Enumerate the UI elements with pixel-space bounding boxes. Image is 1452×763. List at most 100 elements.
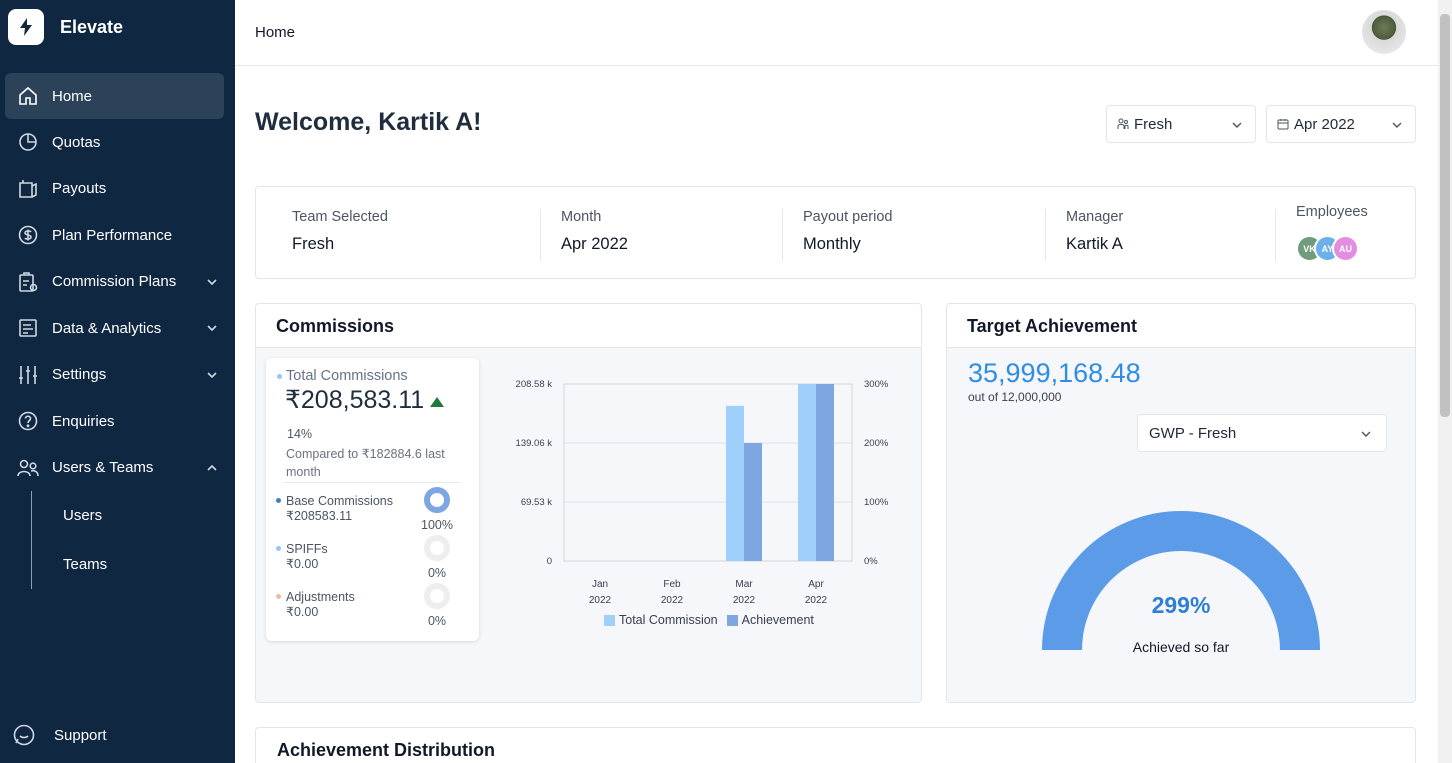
- month-select[interactable]: Apr 2022: [1266, 105, 1416, 143]
- info-label: Team Selected: [292, 209, 388, 225]
- y-left-tick-label: 69.53 k: [521, 497, 552, 508]
- gwp-select[interactable]: GWP - Fresh: [1137, 414, 1387, 452]
- sidebar-subitem-users[interactable]: Users: [63, 507, 103, 524]
- team-icon: [1117, 118, 1129, 129]
- info-label: Employees: [1296, 204, 1368, 220]
- gauge-label: Achieved so far: [1132, 639, 1230, 655]
- info-value: Kartik A: [1066, 235, 1123, 253]
- chevron-down-icon: [207, 279, 217, 285]
- calendar-icon: [1277, 119, 1289, 130]
- chevron-down-icon: [207, 325, 217, 332]
- chevron-down-icon: [207, 372, 217, 378]
- info-label: Manager: [1066, 209, 1124, 225]
- y-right-tick-label: 300%: [864, 379, 889, 390]
- bar-total-commission: [798, 384, 816, 561]
- sidebar-item-label: Users & Teams: [52, 459, 154, 477]
- clipboard-icon: [17, 271, 39, 293]
- info-label: Payout period: [803, 209, 893, 225]
- sidebar-subitem-teams[interactable]: Teams: [63, 556, 108, 573]
- page-title: Welcome, Kartik A!: [255, 108, 482, 136]
- legend-dot: [277, 374, 282, 379]
- support-label: Support: [54, 726, 107, 744]
- legend-dot: [276, 546, 281, 551]
- month-select-value: Apr 2022: [1294, 115, 1355, 133]
- breadcrumb[interactable]: Home: [255, 24, 296, 41]
- sidebar-item-label: Quotas: [52, 133, 101, 151]
- y-left-tick-label: 208.58 k: [516, 379, 553, 390]
- scrollbar[interactable]: [1438, 0, 1452, 763]
- pie-chart-icon: [17, 131, 39, 153]
- breakdown-percent: 100%: [421, 518, 453, 532]
- gauge-percent: 299%: [1151, 592, 1211, 618]
- chevron-up-icon: [207, 464, 217, 471]
- sidebar-item-settings[interactable]: Settings: [5, 352, 224, 399]
- x-tick-label: Mar: [735, 579, 753, 590]
- sidebar-item-users-teams[interactable]: Users & Teams: [5, 445, 224, 492]
- bar-achievement: [744, 443, 762, 561]
- breakdown-amount: ₹208583.11: [286, 509, 353, 523]
- avatar[interactable]: [1362, 10, 1406, 54]
- sidebar-item-plan-performance[interactable]: Plan Performance: [5, 212, 224, 259]
- y-right-tick-label: 0%: [864, 556, 878, 567]
- target-achievement-panel: Target Achievement 35,999,168.48 out of …: [946, 303, 1416, 703]
- x-tick-label: 2022: [805, 595, 828, 606]
- commission-chart: 0 0% 69.53 k 100% 139.06 k 200% 208.58 k 300% Ja…: [516, 379, 889, 606]
- x-tick-label: Jan: [592, 579, 608, 590]
- breakdown-percent: 0%: [427, 566, 447, 580]
- team-select-value: Fresh: [1134, 115, 1173, 133]
- team-info-card: Team Selected Fresh Month Apr 2022 Payou…: [255, 186, 1416, 279]
- sidebar-item-quotas[interactable]: Quotas: [5, 119, 224, 166]
- employee-avatar[interactable]: AU: [1332, 235, 1359, 262]
- sidebar-nav: Home Quotas Payouts Plan Performance Com…: [0, 73, 235, 589]
- wallet-icon: [17, 178, 39, 200]
- total-commissions-card: Total Commissions ₹208,583.11 14% Compar…: [266, 358, 479, 641]
- sidebar-item-label: Enquiries: [52, 412, 115, 430]
- total-commissions-amount: ₹208,583.11: [285, 386, 425, 414]
- percent-ring: [424, 487, 450, 513]
- percent-ring: [424, 535, 450, 561]
- dollar-circle-icon: [17, 224, 39, 246]
- achievement-gauge: [1042, 511, 1320, 650]
- achievement-target: out of 12,000,000: [968, 390, 1062, 404]
- scrollbar-thumb[interactable]: [1440, 14, 1450, 417]
- divider: [540, 209, 541, 261]
- sidebar-item-label: Commission Plans: [52, 273, 177, 291]
- sidebar-item-payouts[interactable]: Payouts: [5, 166, 224, 213]
- sidebar-item-label: Plan Performance: [52, 226, 173, 244]
- home-icon: [17, 85, 39, 107]
- bolt-icon: [8, 9, 44, 45]
- change-percent: 14%: [287, 427, 313, 441]
- employee-avatars[interactable]: VK AY AU: [1296, 235, 1359, 262]
- chevron-down-icon: [1232, 122, 1242, 128]
- support-link[interactable]: Support: [12, 723, 107, 747]
- team-select[interactable]: Fresh: [1106, 105, 1256, 143]
- breakdown-amount: ₹0.00: [286, 605, 319, 619]
- brand-name: Elevate: [60, 16, 124, 37]
- info-label: Month: [561, 209, 602, 225]
- panel-title: Commissions: [256, 304, 921, 348]
- y-left-tick-label: 139.06 k: [516, 438, 553, 449]
- sidebar-item-label: Data & Analytics: [52, 319, 162, 337]
- sidebar-item-home[interactable]: Home: [5, 73, 224, 119]
- bar-total-commission: [726, 405, 744, 561]
- sidebar-item-enquiries[interactable]: Enquiries: [5, 398, 224, 445]
- users-teams-subnav: Users Teams: [31, 491, 235, 589]
- legend-label[interactable]: Total Commission: [619, 613, 718, 627]
- sidebar-item-label: Home: [52, 87, 93, 105]
- breakdown-adjustments: Adjustments ₹0.00: [286, 590, 355, 620]
- breakdown-spiffs: SPIFFs ₹0.00: [286, 542, 328, 572]
- chat-icon: [12, 723, 36, 747]
- info-manager: Manager Kartik A: [1066, 209, 1123, 254]
- breakdown-label: Base Commissions: [286, 494, 393, 508]
- sidebar-item-label: Settings: [52, 366, 107, 384]
- breakdown-base-commissions: Base Commissions ₹208583.11: [286, 494, 393, 524]
- brand[interactable]: Elevate: [8, 9, 123, 45]
- total-commissions-label: Total Commissions: [286, 368, 408, 384]
- sidebar-item-data-analytics[interactable]: Data & Analytics: [5, 305, 224, 352]
- y-right-tick-label: 200%: [864, 438, 889, 449]
- legend-label[interactable]: Achievement: [741, 613, 814, 627]
- report-icon: [17, 317, 39, 339]
- chart-legend: Total Commission Achievement: [604, 613, 814, 627]
- x-tick-label: Apr: [808, 579, 824, 590]
- sidebar-item-commission-plans[interactable]: Commission Plans: [5, 259, 224, 306]
